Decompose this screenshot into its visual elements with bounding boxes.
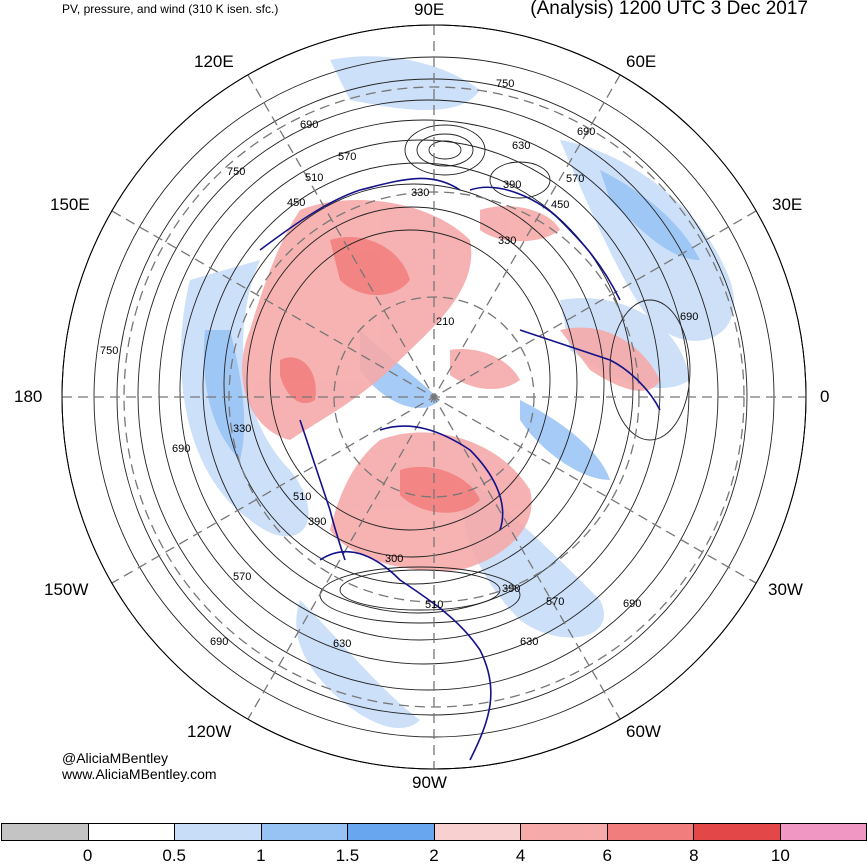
colorbar-tick-label: 4 bbox=[515, 846, 526, 865]
colorbar-segment bbox=[694, 823, 781, 841]
colorbar-segment bbox=[1, 823, 89, 841]
contour-label: 510 bbox=[305, 172, 323, 184]
pv-light-blue-regions bbox=[180, 56, 734, 729]
contour-label: 510 bbox=[425, 599, 443, 611]
contour-label: 330 bbox=[233, 423, 251, 435]
contour-label: 390 bbox=[308, 516, 326, 528]
lon-label-120w: 120W bbox=[187, 722, 232, 741]
colorbar-segment bbox=[348, 823, 435, 841]
colorbar-tick-label: 6 bbox=[602, 846, 612, 865]
contour-label: 450 bbox=[287, 197, 305, 209]
contour-label: 390 bbox=[503, 179, 521, 191]
contour-label: 330 bbox=[498, 235, 516, 247]
lon-label-30w: 30W bbox=[768, 580, 803, 599]
map-description: PV, pressure, and wind (310 K isen. sfc.… bbox=[62, 2, 279, 16]
contour-label: 210 bbox=[436, 316, 454, 328]
colorbar-tick-label: 10 bbox=[770, 846, 790, 865]
contour-label: 330 bbox=[411, 187, 429, 199]
colorbar-segment bbox=[607, 823, 694, 841]
contour-label: 630 bbox=[333, 638, 351, 650]
contour-label: 570 bbox=[233, 571, 251, 583]
credit-url: www.AliciaMBentley.com bbox=[62, 766, 217, 782]
contour-label: 750 bbox=[227, 166, 245, 178]
lon-label-30e: 30E bbox=[772, 195, 803, 214]
contour-label: 690 bbox=[577, 126, 595, 138]
colorbar-segment bbox=[88, 823, 175, 841]
contour-label: 630 bbox=[520, 636, 538, 648]
analysis-timestamp: (Analysis) 1200 UTC 3 Dec 2017 bbox=[530, 0, 808, 19]
contour-label: 300 bbox=[385, 553, 403, 565]
pv-red-regions bbox=[280, 236, 480, 513]
colorbar-segment bbox=[521, 823, 608, 841]
colorbar-tick-label: 0 bbox=[82, 846, 93, 865]
contour-label: 750 bbox=[496, 78, 514, 90]
contour-label: 570 bbox=[566, 173, 584, 185]
contour-label: 690 bbox=[210, 636, 228, 648]
colorbar-segment bbox=[434, 823, 521, 841]
lon-label-120e: 120E bbox=[194, 52, 234, 71]
contour-label: 690 bbox=[623, 598, 641, 610]
colorbar-tick-label: 1.5 bbox=[335, 846, 360, 865]
graticule bbox=[62, 25, 806, 769]
lon-label-90e: 90E bbox=[414, 0, 445, 19]
contour-label: 690 bbox=[680, 311, 698, 323]
lon-label-180: 180 bbox=[14, 387, 43, 406]
contour-label: 750 bbox=[100, 345, 118, 357]
credit-handle: @AliciaMBentley bbox=[62, 750, 169, 766]
contour-label: 390 bbox=[502, 583, 520, 595]
contour-label: 570 bbox=[338, 151, 356, 163]
colorbar-segment bbox=[780, 823, 867, 841]
lon-label-150w: 150W bbox=[44, 580, 89, 599]
polar-stereographic-map: 750 690 570 630 510 450 330 390 750 690 … bbox=[61, 24, 807, 770]
lon-label-60w: 60W bbox=[626, 722, 661, 741]
colorbar-tick-label: 0.5 bbox=[162, 846, 187, 865]
colorbar-segment bbox=[261, 823, 348, 841]
colorbar-segment bbox=[175, 823, 262, 841]
contour-label: 690 bbox=[300, 119, 318, 131]
coastlines bbox=[259, 177, 661, 761]
colorbar-tick-label: 8 bbox=[689, 846, 699, 865]
lon-label-60e: 60E bbox=[626, 52, 657, 71]
contour-label: 570 bbox=[546, 596, 564, 608]
lon-label-150e: 150E bbox=[50, 195, 90, 214]
contour-label: 630 bbox=[512, 140, 530, 152]
contour-label-group: 750 690 570 630 510 450 330 390 750 690 … bbox=[100, 78, 698, 650]
colorbar-tick-label: 2 bbox=[429, 846, 439, 865]
contour-label: 690 bbox=[172, 443, 190, 455]
contour-label: 510 bbox=[293, 491, 311, 503]
lon-label-90w: 90W bbox=[412, 773, 447, 792]
colorbar-tick-label: 1 bbox=[256, 846, 266, 865]
contour-label: 450 bbox=[551, 199, 569, 211]
pv-colorbar bbox=[1, 823, 867, 843]
lon-label-0: 0 bbox=[820, 387, 830, 406]
